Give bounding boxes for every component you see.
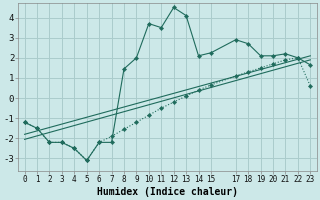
X-axis label: Humidex (Indice chaleur): Humidex (Indice chaleur) bbox=[97, 186, 238, 197]
